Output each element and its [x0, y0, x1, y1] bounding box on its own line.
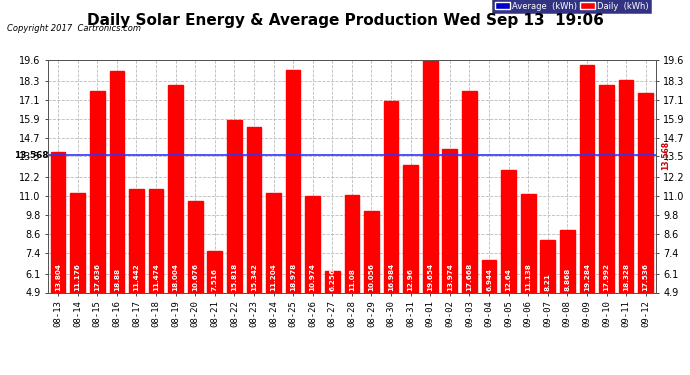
Text: 7.516: 7.516: [212, 268, 218, 291]
Text: 8.868: 8.868: [564, 268, 571, 291]
Bar: [364, 211, 379, 292]
Text: 16.984: 16.984: [388, 263, 394, 291]
Bar: [638, 93, 653, 292]
Text: 11.08: 11.08: [349, 268, 355, 291]
Text: 18.978: 18.978: [290, 263, 296, 291]
Bar: [168, 85, 183, 292]
Bar: [208, 251, 222, 292]
Text: 15.342: 15.342: [251, 263, 257, 291]
Bar: [580, 65, 594, 292]
Text: 11.474: 11.474: [153, 263, 159, 291]
Text: 6.256: 6.256: [329, 268, 335, 291]
Bar: [521, 194, 535, 292]
Bar: [227, 120, 242, 292]
Bar: [188, 201, 203, 292]
Text: 6.944: 6.944: [486, 268, 492, 291]
Bar: [619, 80, 633, 292]
Text: 10.974: 10.974: [310, 263, 316, 291]
Bar: [599, 86, 614, 292]
Text: 11.138: 11.138: [525, 263, 531, 291]
Bar: [110, 71, 124, 292]
Bar: [404, 165, 418, 292]
Text: 11.442: 11.442: [133, 263, 139, 291]
Bar: [482, 260, 496, 292]
Bar: [384, 101, 398, 292]
Text: 12.64: 12.64: [506, 268, 511, 291]
Text: 13.804: 13.804: [55, 263, 61, 291]
Text: 18.004: 18.004: [172, 263, 179, 291]
Bar: [423, 59, 437, 292]
Text: 11.176: 11.176: [75, 263, 81, 291]
Bar: [462, 90, 477, 292]
Bar: [266, 193, 281, 292]
Bar: [148, 189, 164, 292]
Legend: Average  (kWh), Daily  (kWh): Average (kWh), Daily (kWh): [492, 0, 651, 13]
Text: 13.568: 13.568: [662, 141, 671, 170]
Text: 18.328: 18.328: [623, 263, 629, 291]
Bar: [501, 170, 516, 292]
Bar: [306, 196, 320, 292]
Text: 10.056: 10.056: [368, 263, 375, 291]
Bar: [442, 149, 457, 292]
Bar: [560, 230, 575, 292]
Text: 8.21: 8.21: [545, 273, 551, 291]
Bar: [344, 195, 359, 292]
Bar: [286, 70, 300, 292]
Text: 13.974: 13.974: [447, 263, 453, 291]
Text: 12.96: 12.96: [408, 268, 414, 291]
Bar: [129, 189, 144, 292]
Text: 11.204: 11.204: [270, 263, 277, 291]
Bar: [325, 271, 339, 292]
Bar: [51, 152, 66, 292]
Text: 19.284: 19.284: [584, 263, 590, 291]
Bar: [246, 128, 262, 292]
Text: 19.654: 19.654: [427, 263, 433, 291]
Text: Copyright 2017  Cartronics.com: Copyright 2017 Cartronics.com: [7, 24, 141, 33]
Text: 10.676: 10.676: [193, 263, 198, 291]
Bar: [70, 193, 85, 292]
Text: 17.668: 17.668: [466, 263, 473, 291]
Text: 18.88: 18.88: [114, 268, 120, 291]
Text: 17.636: 17.636: [95, 263, 100, 291]
Text: Daily Solar Energy & Average Production Wed Sep 13  19:06: Daily Solar Energy & Average Production …: [86, 13, 604, 28]
Text: 17.536: 17.536: [642, 263, 649, 291]
Bar: [90, 91, 105, 292]
Text: 17.992: 17.992: [604, 263, 609, 291]
Text: 13.568: 13.568: [14, 151, 48, 160]
Text: 15.818: 15.818: [231, 263, 237, 291]
Bar: [540, 240, 555, 292]
